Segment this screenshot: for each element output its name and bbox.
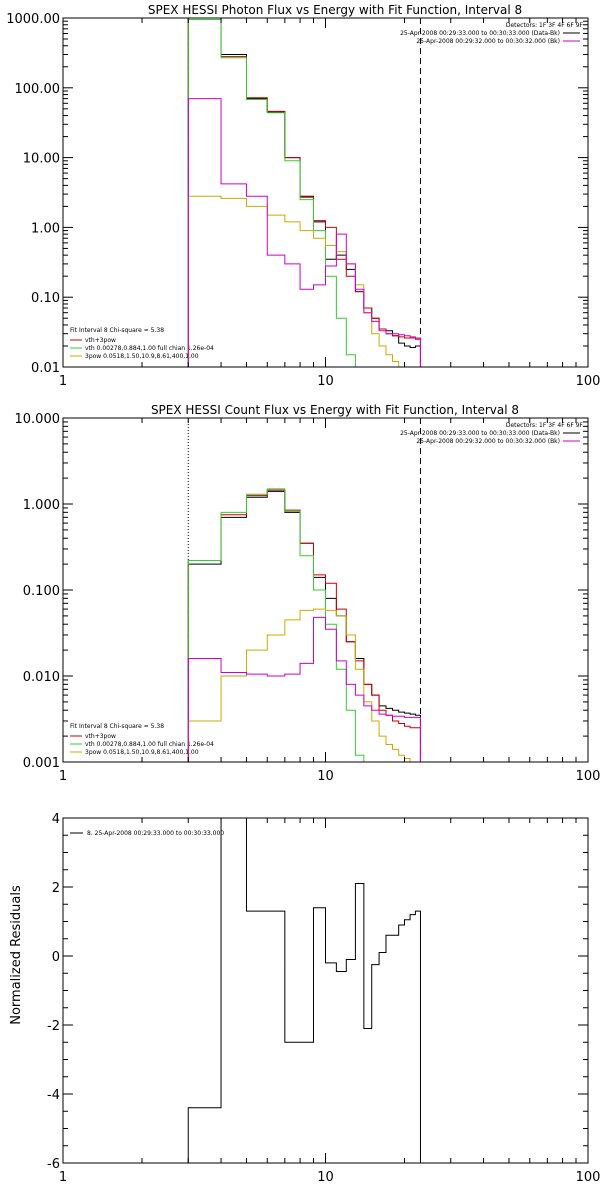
panel-3-ytick-label: -4 xyxy=(47,1088,60,1103)
panel-2-fit-label-3: 3pow 0.0518,1.50,10.9,8.61,400,1.00 xyxy=(85,749,199,756)
panel-2-detectors-label: Detectors: 1F 3F 4F 6F 9F xyxy=(506,422,584,429)
panel-2-ytick-label: 10.000 xyxy=(15,412,61,427)
panel-2-series-group xyxy=(187,488,421,762)
panel-1-detectors-label: Detectors: 1F 3F 4F 6F 9F xyxy=(506,22,584,29)
panel-1-fit-label-2: vth 0.00278,0.884,1.00 full chian 1.26e-… xyxy=(85,345,214,352)
panel-1-legend-data-label: 25-Apr-2008 00:29:33.000 to 00:30:33.000… xyxy=(400,30,560,37)
panel-2-xtick-label: 100 xyxy=(576,769,600,784)
panel-2-fit-title: Fit Interval 8 Chi-square = 5.38 xyxy=(70,723,164,730)
residuals-panel: Normalized Residuals 8. 25-Apr-2008 00:2… xyxy=(9,812,600,1185)
panel-2-ytick-label: 0.100 xyxy=(23,584,60,599)
panel-2-fit-label-2: vth 0.00278,0.884,1.00 full chian 1.26e-… xyxy=(85,741,214,748)
count-flux-panel: SPEX HESSI Count Flux vs Energy with Fit… xyxy=(15,403,600,784)
panel-1-ytick-label: 1000.00 xyxy=(6,12,60,27)
photon-flux-panel: SPEX HESSI Photon Flux vs Energy with Fi… xyxy=(6,3,600,389)
panel-3-xtick-label: 100 xyxy=(576,1170,600,1185)
panel-1-ytick-label: 10.00 xyxy=(23,152,60,167)
panel-1-series-line-2 xyxy=(187,19,421,367)
panel-1-xtick-label: 100 xyxy=(576,374,600,389)
panel-1-series-group xyxy=(187,19,421,367)
panel-2-legend-data-label: 25-Apr-2008 00:29:33.000 to 00:30:33.000… xyxy=(400,430,560,437)
panel-3-series-group xyxy=(187,818,421,1163)
panel-2-series-line-3 xyxy=(187,608,421,762)
panel-2-series-line-4 xyxy=(187,616,421,762)
panel-3-series-line-0 xyxy=(187,818,421,1163)
panel-2-fit-legend: Fit Interval 8 Chi-square = 5.38 vth+3po… xyxy=(70,723,214,756)
panel-2-fit-label-1: vth+3pow xyxy=(85,733,116,740)
panel-3-ytick-label: 4 xyxy=(52,812,60,827)
panel-1-ytick-label: 0.10 xyxy=(31,291,60,306)
panel-1-xtick-label: 10 xyxy=(317,374,334,389)
panel-2-title: SPEX HESSI Count Flux vs Energy with Fit… xyxy=(151,403,519,417)
panel-1-ytick-label: 1.00 xyxy=(31,221,60,236)
panel-1-fit-title: Fit Interval 8 Chi-square = 5.38 xyxy=(70,327,164,334)
panel-1-ytick-label: 100.00 xyxy=(15,82,61,97)
panel-1-title: SPEX HESSI Photon Flux vs Energy with Fi… xyxy=(148,3,522,17)
panel-3-ytick-label: 0 xyxy=(52,950,60,965)
panel-2-ytick-label: 1.000 xyxy=(23,498,60,513)
panel-3-ytick-label: -2 xyxy=(47,1019,60,1034)
panel-2-detector-legend: Detectors: 1F 3F 4F 6F 9F 25-Apr-2008 00… xyxy=(400,422,583,445)
panel-3-ytick-label: -6 xyxy=(47,1157,60,1172)
panel-3-legend: 8. 25-Apr-2008 00:29:33.000 to 00:30:33.… xyxy=(70,830,224,837)
panel-3-ytick-label: 2 xyxy=(52,881,60,896)
panel-1-ytick-label: 0.01 xyxy=(31,361,60,376)
panel-1-series-line-4 xyxy=(187,98,421,367)
panel-2-ytick-label: 0.001 xyxy=(23,756,60,771)
panel-2-legend-bk-label: 25-Apr-2008 00:29:32.000 to 00:30:32.000… xyxy=(416,438,560,445)
panel-1-legend-bk-label: 25-Apr-2008 00:29:32.000 to 00:30:32.000… xyxy=(416,38,560,45)
panel-3-legend-label: 8. 25-Apr-2008 00:29:33.000 to 00:30:33.… xyxy=(87,830,224,837)
panel-1-fit-legend: Fit Interval 8 Chi-square = 5.38 vth+3po… xyxy=(70,327,214,360)
panel-3-ylabel: Normalized Residuals xyxy=(9,885,24,1025)
panel-2-xtick-label: 10 xyxy=(317,769,334,784)
panel-1-detector-legend: Detectors: 1F 3F 4F 6F 9F 25-Apr-2008 00… xyxy=(400,22,583,45)
panel-3-xtick-label: 10 xyxy=(317,1170,334,1185)
panel-1-xtick-label: 1 xyxy=(59,374,67,389)
panel-1-fit-label-1: vth+3pow xyxy=(85,337,116,344)
panel-1-fit-label-3: 3pow 0.0518,1.50,10.9,8.61,400,1.00 xyxy=(85,353,199,360)
panel-2-ytick-label: 0.010 xyxy=(23,670,60,685)
panel-2-xtick-label: 1 xyxy=(59,769,67,784)
panel-3-xtick-label: 1 xyxy=(59,1170,67,1185)
